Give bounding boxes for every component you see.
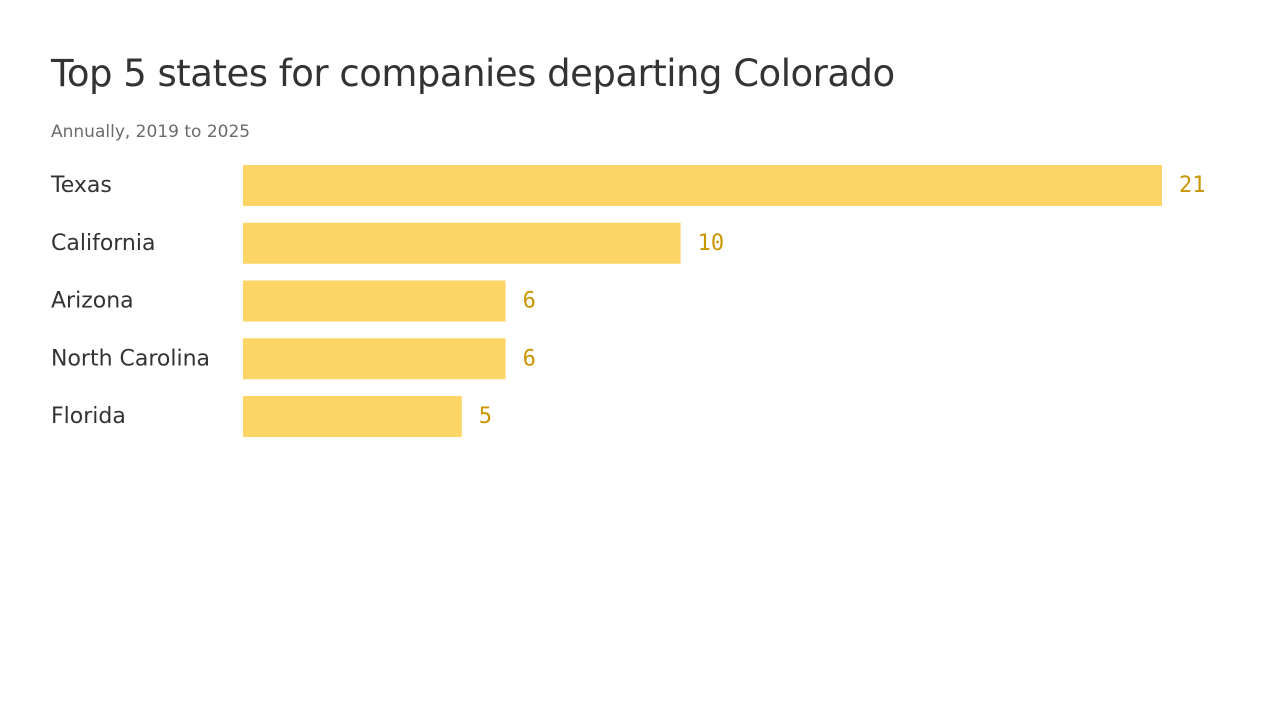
value-label: 10 xyxy=(698,231,725,256)
category-label: Texas xyxy=(50,173,112,198)
bar xyxy=(243,222,681,264)
bar xyxy=(243,338,506,380)
chart-title: Top 5 states for companies departing Col… xyxy=(51,52,895,95)
bar xyxy=(243,280,506,322)
category-label: Arizona xyxy=(51,289,134,314)
value-label: 5 xyxy=(479,404,492,429)
value-label: 6 xyxy=(523,289,536,314)
category-label: Florida xyxy=(51,404,126,429)
category-label: North Carolina xyxy=(51,346,210,371)
bar xyxy=(243,396,462,437)
value-label: 21 xyxy=(1179,173,1206,198)
bar xyxy=(243,165,1162,206)
value-label: 6 xyxy=(523,346,536,371)
category-label: California xyxy=(51,231,155,256)
chart-subtitle: Annually, 2019 to 2025 xyxy=(51,122,251,142)
